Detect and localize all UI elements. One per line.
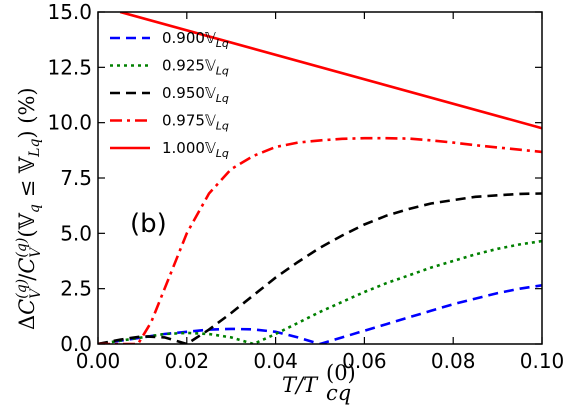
svg-text:ΔC(q)V/C(q)V(𝕍q ≤ 𝕍Lq) (%): ΔC(q)V/C(q)V(𝕍q ≤ 𝕍Lq) (%) [14,87,44,330]
series-line-4 [119,12,542,130]
x-tick-label: 0.08 [431,349,476,373]
y-tick-label: 10.0 [47,111,92,135]
x-tick-label: 0.10 [520,349,565,373]
y-axis-title: ΔC(q)V/C(q)V(𝕍q ≤ 𝕍Lq) (%) [14,87,44,330]
y-tick-label: 0.0 [60,332,92,356]
series-layer [98,12,542,344]
y-tick-label: 2.5 [60,277,92,301]
svg-text:cq: cq [326,381,351,405]
y-tick-label: 5.0 [60,221,92,245]
x-tick-label: 0.04 [253,349,298,373]
legend-label-3: 0.975𝕍Lq [162,112,229,133]
ticks-layer: 0.00 0.02 0.04 0.06 0.08 0.10 0.0 2.5 5.0 7.5 10.0… [47,0,564,373]
legend-label-4: 1.000𝕍Lq [162,139,229,160]
series-line-1 [98,239,542,344]
series-line-3 [98,136,542,344]
legend: 0.900𝕍Lq 0.925𝕍Lq 0.950𝕍Lq 0.975𝕍Lq 1.000𝕍Lq [110,29,229,160]
x-tick-label: 0.02 [165,349,210,373]
x-tick-label: 0.00 [76,349,121,373]
y-tick-label: 15.0 [47,0,92,24]
series-line-0 [98,284,542,344]
svg-text:T/T: T/T [282,373,319,397]
x-axis-title: T/T cq (0) [282,361,356,405]
y-tick-label: 7.5 [60,166,92,190]
y-tick-label: 12.5 [47,55,92,79]
legend-label-1: 0.925𝕍Lq [162,57,229,78]
legend-label-2: 0.950𝕍Lq [162,84,229,105]
panel-label: (b) [130,209,167,239]
legend-label-0: 0.900𝕍Lq [162,29,229,50]
svg-text:(0): (0) [326,361,356,385]
x-tick-label: 0.06 [342,349,387,373]
